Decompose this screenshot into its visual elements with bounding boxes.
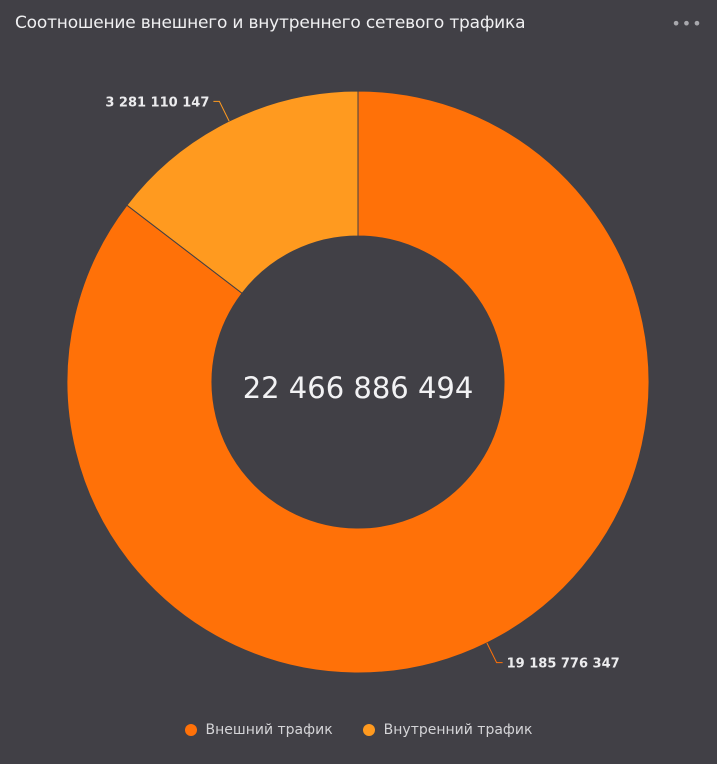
legend-item-external[interactable]: Внешний трафик (184, 722, 333, 738)
donut-chart: 19 185 776 347 3 281 110 147 22 466 886 4… (66, 90, 650, 674)
more-options-icon[interactable]: ••• (671, 13, 703, 33)
legend-label: Внутренний трафик (383, 722, 533, 738)
data-label-1: 3 281 110 147 (105, 95, 209, 110)
legend-label: Внешний трафик (205, 722, 333, 738)
legend-marker (362, 724, 375, 736)
donut-slice-0[interactable] (66, 90, 650, 674)
chart-title: Соотношение внешнего и внутреннего сетев… (15, 13, 526, 33)
leader-line-1 (213, 100, 230, 122)
leader-line-0 (486, 642, 503, 664)
legend-marker (184, 724, 197, 736)
chart-legend: Внешний трафик Внутренний трафик (0, 722, 717, 738)
donut-slice-1[interactable] (126, 90, 359, 294)
donut-total-label: 22 466 886 494 (243, 371, 474, 405)
data-label-0: 19 185 776 347 (507, 657, 620, 672)
legend-item-internal[interactable]: Внутренний трафик (362, 722, 533, 738)
